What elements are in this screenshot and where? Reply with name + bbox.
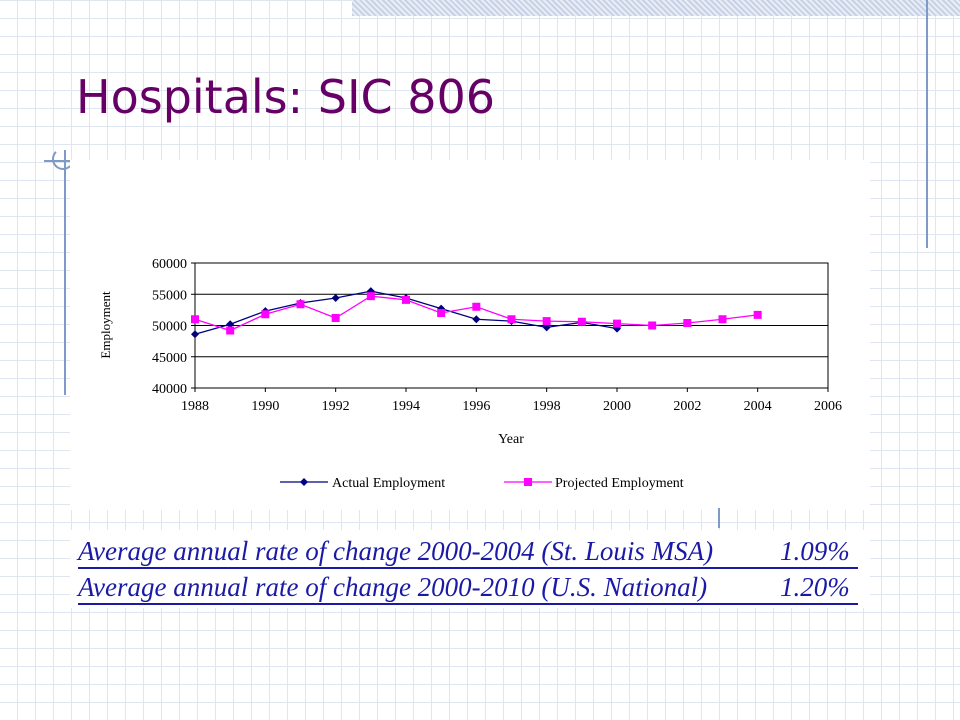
x-tick-label: 1992	[322, 399, 350, 414]
x-tick-label: 2004	[744, 399, 772, 414]
data-point-square	[366, 292, 375, 301]
chart-legend: Actual Employment Projected Employment	[280, 476, 684, 491]
x-tick-label: 1990	[251, 399, 279, 414]
x-tick-label: 2002	[673, 399, 701, 414]
stat-row-st-louis: Average annual rate of change 2000-2004 …	[78, 536, 868, 572]
y-axis-label: Employment	[98, 291, 113, 359]
x-tick-label: 2000	[603, 399, 631, 414]
data-point-square	[402, 295, 410, 304]
x-tick-label: 1996	[462, 399, 490, 414]
chart-panel: 40000 45000 50000 55000 60000 1988 1990 1992 19…	[70, 160, 870, 510]
data-point-square	[507, 315, 516, 324]
y-tick-label: 60000	[152, 257, 187, 272]
stats-panel: Average annual rate of change 2000-2004 …	[70, 530, 870, 608]
stat-underline	[78, 603, 858, 605]
data-point-square	[261, 310, 270, 319]
stat-value: 1.09%	[780, 536, 850, 566]
data-point-square	[472, 302, 481, 311]
data-point-square	[191, 315, 199, 324]
data-point-square	[683, 319, 692, 327]
data-point-square	[718, 315, 727, 324]
decorative-tick	[718, 508, 720, 528]
stat-label: Average annual rate of change 2000-2010 …	[78, 572, 708, 602]
legend-label: Actual Employment	[332, 476, 445, 491]
stat-value: 1.20%	[780, 572, 850, 602]
legend-marker-diamond	[300, 478, 308, 486]
y-tick-label: 50000	[152, 320, 187, 335]
top-decorative-band	[352, 0, 960, 16]
x-tick-label: 2006	[814, 399, 842, 414]
chart-series	[191, 287, 762, 339]
data-point-square	[226, 326, 235, 335]
data-point-square	[577, 317, 586, 326]
data-point-square	[296, 300, 305, 309]
stat-label: Average annual rate of change 2000-2004 …	[78, 536, 714, 566]
data-point-square	[331, 314, 340, 322]
data-point-square	[437, 309, 446, 317]
slide-title: Hospitals: SIC 806	[76, 70, 496, 124]
legend-label: Projected Employment	[555, 476, 684, 491]
stat-row-us-national: Average annual rate of change 2000-2010 …	[78, 572, 868, 608]
data-point-diamond	[542, 323, 551, 332]
data-point-square	[648, 321, 657, 330]
data-point-diamond	[191, 330, 199, 339]
legend-marker-square	[524, 478, 532, 486]
corner-circle-decoration	[52, 148, 74, 170]
data-point-square	[542, 317, 551, 326]
x-tick-label: 1998	[533, 399, 561, 414]
x-tick-label: 1988	[181, 399, 209, 414]
x-tick-labels: 1988 1990 1992 1994 1996 1998 2000 2002 2004 2006	[181, 388, 842, 414]
data-point-diamond	[472, 315, 481, 324]
y-tick-labels: 40000 45000 50000 55000 60000	[152, 257, 195, 397]
x-tick-label: 1994	[392, 399, 420, 414]
left-decorative-line	[64, 150, 66, 395]
right-decorative-line	[926, 0, 928, 248]
data-point-diamond	[226, 320, 235, 329]
data-point-square	[753, 310, 762, 319]
x-axis-label: Year	[498, 432, 524, 447]
y-tick-label: 45000	[152, 351, 187, 366]
data-point-square	[613, 319, 621, 328]
y-tick-label: 55000	[152, 288, 187, 303]
y-tick-label: 40000	[152, 382, 187, 397]
data-point-diamond	[331, 294, 340, 302]
stat-underline	[78, 567, 858, 569]
chart-grid	[195, 293, 828, 358]
